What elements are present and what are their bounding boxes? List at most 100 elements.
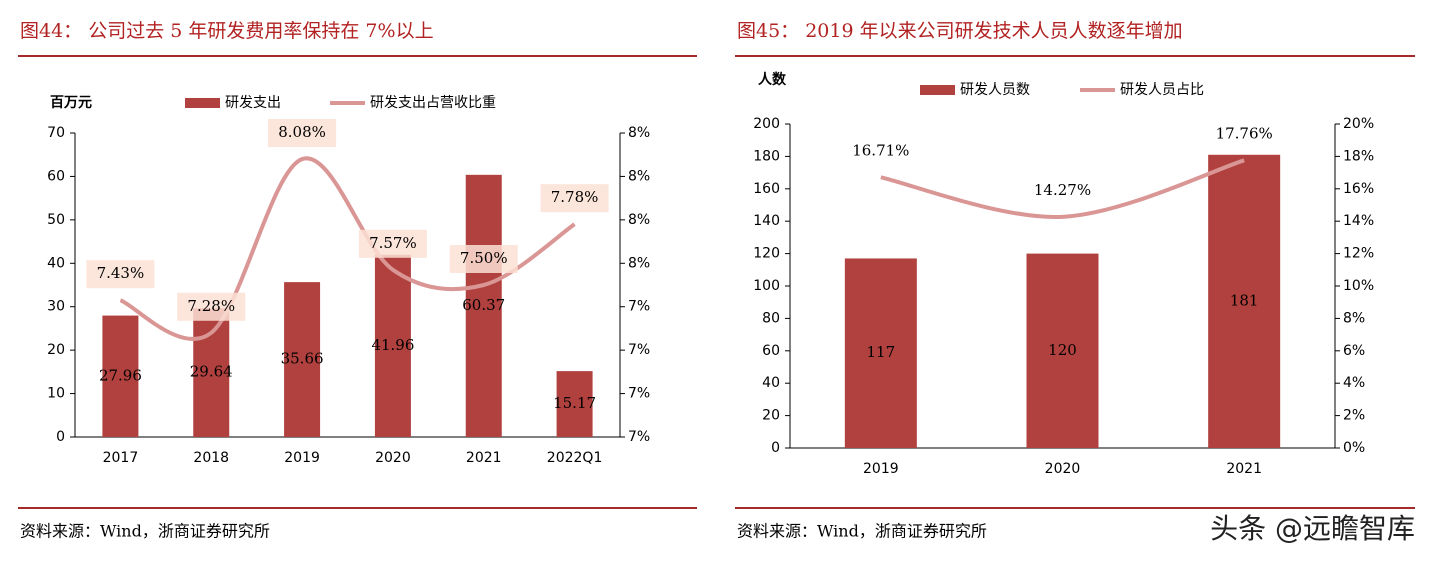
legend-label: 研发支出 [225, 95, 281, 111]
label-box [540, 184, 609, 213]
label-box [177, 292, 246, 321]
bar [374, 254, 411, 437]
x-tick-label: 2017 [103, 450, 139, 466]
source: 资料来源：Wind，浙商证券研究所 [737, 522, 987, 541]
y2-tick-label: 8% [1343, 310, 1365, 326]
y2-tick-label: 0% [1343, 440, 1365, 456]
legend-swatch [920, 85, 955, 95]
y2-tick-label: 8% [628, 168, 650, 184]
source: 资料来源：Wind，浙商证券研究所 [20, 522, 270, 541]
x-tick-label: 2022Q1 [547, 450, 603, 466]
x-tick-label: 2020 [375, 450, 411, 466]
x-tick-label: 2021 [466, 450, 502, 466]
bar [284, 282, 321, 437]
watermark: 头条 @远瞻智库 [1210, 512, 1415, 545]
bar [1208, 154, 1281, 448]
y2-tick-label: 2% [1343, 408, 1365, 424]
y-tick-label: 20 [762, 408, 780, 424]
bar-value-label: 35.66 [281, 350, 324, 368]
bar-value-label: 60.37 [462, 296, 505, 314]
line-value-label: 16.71% [852, 141, 909, 159]
line-value-label: 7.28% [187, 297, 235, 315]
footer-rule [18, 507, 697, 509]
y-tick-label: 30 [47, 299, 65, 315]
y-tick-label: 180 [753, 148, 780, 164]
y2-tick-label: 7% [628, 429, 650, 445]
label-box [86, 260, 155, 289]
y2-tick-label: 16% [1343, 181, 1374, 197]
y-tick-label: 40 [762, 375, 780, 391]
bar-value-label: 29.64 [190, 363, 233, 381]
bar-value-label: 117 [867, 343, 896, 361]
x-tick-label: 2019 [863, 461, 899, 477]
line [880, 158, 1245, 219]
x-tick-label: 2021 [1226, 461, 1262, 477]
y-tick-label: 80 [762, 310, 780, 326]
y2-tick-label: 18% [1343, 148, 1374, 164]
bar [1026, 253, 1099, 448]
line-value-label: 14.27% [1034, 181, 1091, 199]
y-tick-label: 60 [47, 168, 65, 184]
y-tick-label: 100 [753, 278, 780, 294]
line [119, 156, 576, 341]
y-axis-label: 人数 [758, 71, 787, 88]
title-rule [735, 55, 1415, 57]
footer-rule [735, 507, 1415, 509]
label-box [268, 119, 337, 148]
bar [465, 174, 502, 437]
y2-tick-label: 7% [628, 342, 650, 358]
y2-tick-label: 14% [1343, 213, 1374, 229]
y2-tick-label: 8% [628, 255, 650, 271]
y2-tick-label: 10% [1343, 278, 1374, 294]
label-box [358, 229, 427, 258]
bar-value-label: 181 [1230, 291, 1259, 309]
title-rule [18, 55, 697, 57]
line-value-label: 7.78% [551, 188, 599, 206]
y2-tick-label: 4% [1343, 375, 1365, 391]
y-tick-label: 0 [771, 440, 780, 456]
legend-swatch [185, 98, 220, 108]
x-tick-label: 2019 [284, 450, 320, 466]
bar [102, 315, 139, 437]
y-tick-label: 160 [753, 181, 780, 197]
y-tick-label: 0 [56, 429, 65, 445]
y2-tick-label: 12% [1343, 246, 1374, 262]
y-tick-label: 40 [47, 255, 65, 271]
y2-tick-label: 7% [628, 386, 650, 402]
y2-tick-label: 8% [628, 212, 650, 228]
legend-label: 研发人员占比 [1120, 82, 1204, 98]
y-axis-label: 百万元 [50, 95, 92, 111]
line-value-label: 7.57% [369, 234, 417, 252]
chart-title: 图45： 2019 年以来公司研发技术人员人数逐年增加 [737, 20, 1183, 42]
y2-tick-label: 6% [1343, 343, 1365, 359]
bar [556, 371, 593, 437]
bar-value-label: 27.96 [99, 366, 142, 384]
bar-value-label: 41.96 [371, 336, 414, 354]
line-value-label: 7.50% [460, 249, 508, 267]
y2-tick-label: 20% [1343, 116, 1374, 132]
line-value-label: 8.08% [278, 123, 326, 141]
y-tick-label: 70 [47, 125, 65, 141]
line-value-label: 17.76% [1216, 124, 1273, 142]
label-box [449, 245, 518, 273]
legend-label: 研发支出占营收比重 [370, 95, 496, 111]
y-tick-label: 140 [753, 213, 780, 229]
y-tick-label: 10 [47, 386, 65, 402]
chart-title: 图44： 公司过去 5 年研发费用率保持在 7%以上 [20, 20, 434, 42]
bar-value-label: 15.17 [553, 394, 596, 412]
bar-value-label: 120 [1048, 341, 1077, 359]
line-value-label: 7.43% [97, 264, 145, 282]
y-tick-label: 20 [47, 342, 65, 358]
x-tick-label: 2020 [1045, 461, 1081, 477]
y-tick-label: 50 [47, 212, 65, 228]
bar [844, 258, 917, 448]
legend-label: 研发人员数 [960, 82, 1030, 98]
bar [193, 308, 230, 437]
y-tick-label: 60 [762, 343, 780, 359]
y-tick-label: 120 [753, 246, 780, 262]
y-tick-label: 200 [753, 116, 780, 132]
x-tick-label: 2018 [193, 450, 229, 466]
y2-tick-label: 7% [628, 299, 650, 315]
y2-tick-label: 8% [628, 125, 650, 141]
